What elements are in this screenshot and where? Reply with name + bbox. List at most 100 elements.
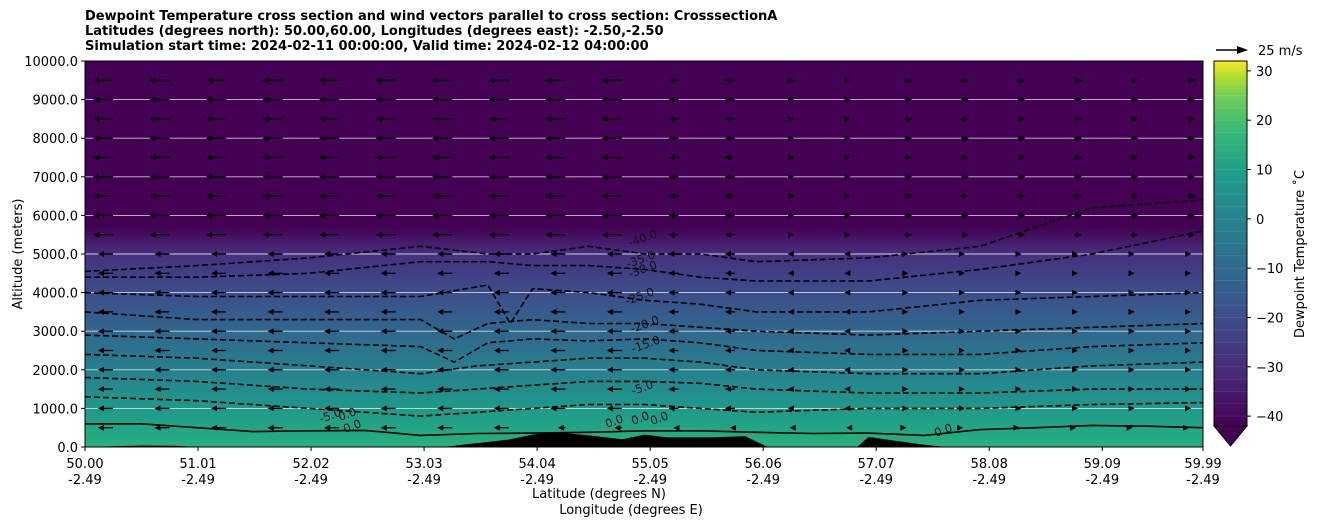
wind-arrow-head [844, 96, 851, 103]
contour-label: 0.0 [336, 404, 358, 423]
wind-arrow-head [319, 173, 326, 180]
wind-arrow-head [724, 173, 731, 180]
x-axis-label-2: Longitude (degrees E) [559, 503, 703, 518]
wind-arrow-head [97, 386, 104, 393]
wind-arrow-head [962, 77, 969, 84]
wind-arrow-head [606, 386, 613, 393]
x-tick-label-lat: 56.06 [745, 457, 782, 472]
wind-arrow-head [1015, 405, 1022, 412]
wind-arrow-head [844, 405, 851, 412]
contour-label: 0.0 [629, 408, 651, 427]
wind-arrow-head [545, 154, 552, 161]
wind-arrow-head [550, 366, 557, 373]
colorbar-tick-label: −30 [1256, 361, 1283, 376]
wind-arrow-head [1188, 212, 1195, 219]
wind-arrow-head [787, 251, 794, 257]
quiver-key-label: 25 m/s [1258, 44, 1303, 59]
wind-arrow-head [545, 135, 552, 142]
colorbar-tick-label: −10 [1256, 262, 1283, 277]
wind-arrow-head [324, 347, 331, 354]
wind-arrow-head [844, 366, 851, 373]
wind-arrow-head [97, 308, 104, 315]
wind-arrow-head [432, 115, 439, 122]
wind-arrow-head [267, 424, 274, 431]
wind-arrow-head [1132, 115, 1139, 122]
x-tick-label-lon: -2.49 [181, 473, 215, 488]
wind-arrow-head [1128, 405, 1135, 412]
wind-arrow-head [262, 77, 269, 84]
wind-arrow-head [1188, 154, 1195, 161]
wind-arrow-head [1075, 77, 1082, 84]
wind-arrow-head [262, 173, 269, 180]
wind-arrow-head [206, 77, 213, 84]
wind-arrow-head [319, 77, 326, 84]
wind-arrow-head [488, 212, 495, 219]
x-tick-label-lon: -2.49 [859, 473, 893, 488]
wind-arrow-head [432, 154, 439, 161]
wind-arrow-head [1075, 193, 1082, 200]
x-tick-label-lat: 58.08 [971, 457, 1008, 472]
wind-arrow-head [149, 193, 156, 200]
wind-arrow-head [437, 328, 444, 335]
x-tick-label-lat: 59.09 [1084, 457, 1121, 472]
wind-arrow-head [375, 154, 382, 161]
wind-arrow-head [97, 366, 104, 373]
wind-arrow-head [601, 231, 608, 238]
wind-arrow-head [789, 424, 796, 431]
wind-arrow-head [724, 115, 731, 122]
wind-arrow-head [1015, 289, 1022, 296]
x-tick-label-lon: -2.49 [294, 473, 328, 488]
wind-arrow-head [1019, 193, 1026, 200]
wind-arrow-head [211, 405, 218, 412]
y-axis-label: Altitude (meters) [11, 199, 26, 310]
wind-arrow-head [375, 212, 382, 219]
y-tick-label: 2000.0 [33, 364, 79, 379]
wind-arrow-head [668, 173, 675, 180]
wind-arrow-head [668, 386, 675, 393]
wind-arrow-head [1019, 77, 1026, 84]
wind-arrow-head [844, 77, 851, 84]
wind-arrow-head [149, 154, 156, 161]
wind-arrow-head [601, 212, 608, 219]
x-tick-label-lat: 59.99 [1184, 457, 1221, 472]
wind-arrow-head [92, 96, 99, 103]
wind-arrow-head [844, 231, 851, 238]
wind-arrow-head [149, 135, 156, 142]
wind-arrow-head [324, 424, 331, 431]
wind-arrow-head [319, 154, 326, 161]
wind-arrow-head [488, 115, 495, 122]
wind-arrow-head [211, 366, 218, 373]
wind-arrow-head [92, 154, 99, 161]
contour-line [85, 311, 1203, 340]
wind-arrow-head [437, 366, 444, 373]
x-tick-label-lat: 52.02 [292, 457, 329, 472]
wind-arrow-head [97, 405, 104, 412]
wind-arrow-head [154, 424, 161, 431]
wind-arrow-head [668, 135, 675, 142]
wind-arrow-head [724, 77, 731, 84]
wind-arrow-head [1188, 193, 1195, 200]
wind-arrow-head [844, 173, 851, 180]
wind-arrow-head [906, 135, 913, 142]
wind-arrow-head [92, 173, 99, 180]
wind-arrow-head [601, 135, 608, 142]
wind-arrow-head [97, 328, 104, 335]
colorbar-label: Dewpoint Temperature ˚C [1292, 170, 1308, 338]
wind-arrow-head [92, 193, 99, 200]
wind-arrow-head [958, 347, 965, 354]
wind-arrow-head [724, 135, 731, 142]
contour-label: 0.0 [648, 408, 670, 427]
wind-arrow-head [375, 115, 382, 122]
wind-arrow-head [1015, 366, 1022, 373]
wind-arrow-head [601, 154, 608, 161]
wind-arrow-head [267, 328, 274, 335]
wind-arrow-head [437, 405, 444, 412]
quiver-key: 25 m/s [1216, 44, 1303, 59]
wind-arrow-head [1071, 328, 1078, 335]
wind-arrow-head [267, 308, 274, 315]
x-tick-label-lon: -2.49 [633, 473, 667, 488]
wind-arrow-head [668, 347, 675, 354]
wind-arrow-head [668, 77, 675, 84]
wind-arrow-head [958, 366, 965, 373]
wind-arrow-head [267, 270, 274, 277]
